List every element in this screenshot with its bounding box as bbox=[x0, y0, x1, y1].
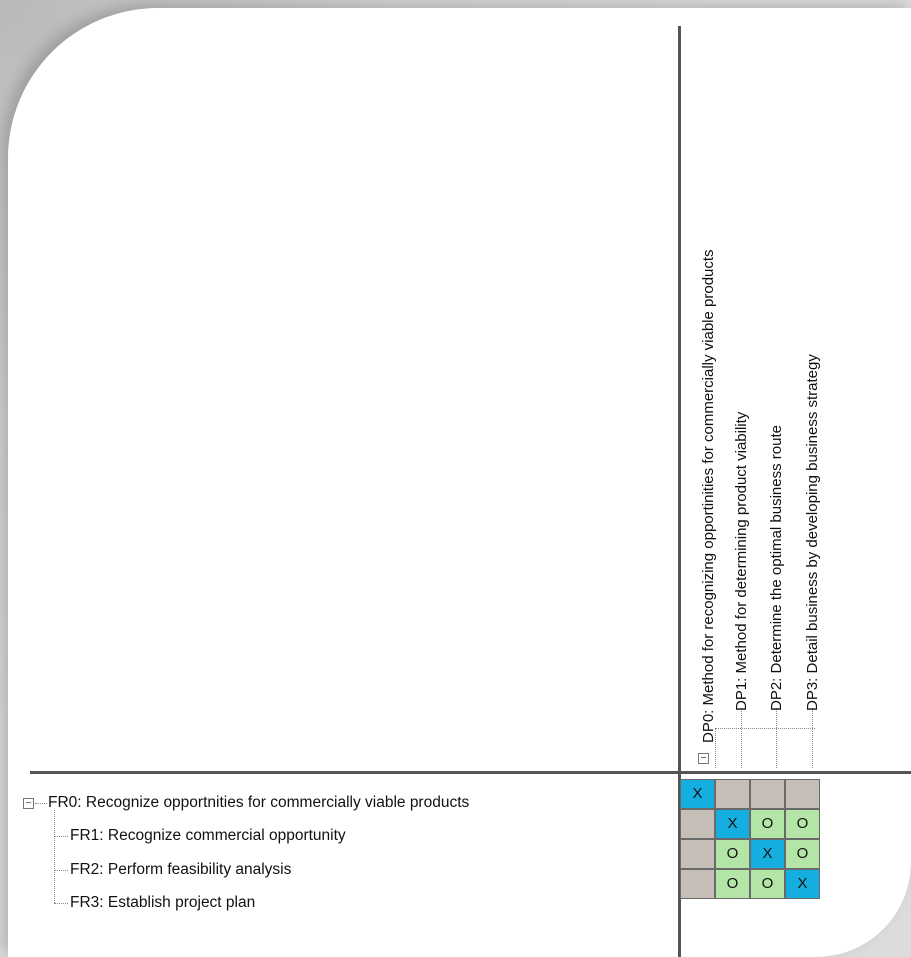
vertical-divider[interactable] bbox=[678, 26, 681, 957]
matrix-cell[interactable]: O bbox=[715, 839, 750, 869]
dp-tree-connector bbox=[741, 708, 742, 768]
dp-label-dp0[interactable]: DP0: Method for recognizing opportinitie… bbox=[700, 249, 717, 743]
matrix-cell[interactable]: X bbox=[785, 869, 820, 899]
matrix-cell[interactable] bbox=[785, 779, 820, 809]
dp-tree: − DP0: Method for recognizing opportinit… bbox=[685, 18, 911, 768]
dp-tree-connector bbox=[715, 728, 716, 768]
fr-tree-connector bbox=[54, 810, 55, 903]
fr-label-fr1[interactable]: FR1: Recognize commercial opportunity bbox=[70, 827, 346, 844]
fr-tree-connector bbox=[35, 803, 47, 804]
matrix-cell[interactable] bbox=[750, 779, 785, 809]
dp-label-dp1[interactable]: DP1: Method for determining product viab… bbox=[733, 411, 750, 711]
fr0-collapse-icon[interactable]: − bbox=[23, 798, 34, 809]
fr-tree-connector bbox=[54, 903, 68, 904]
matrix-cell[interactable] bbox=[680, 869, 715, 899]
matrix-cell[interactable]: X bbox=[750, 839, 785, 869]
matrix-cell[interactable]: O bbox=[750, 869, 785, 899]
matrix-cell[interactable] bbox=[715, 779, 750, 809]
fr-tree-connector bbox=[54, 836, 68, 837]
fr-label-fr2[interactable]: FR2: Perform feasibility analysis bbox=[70, 861, 292, 878]
dp-tree-connector bbox=[812, 708, 813, 768]
matrix-cell[interactable]: O bbox=[785, 839, 820, 869]
design-matrix-panel: − DP0: Method for recognizing opportinit… bbox=[8, 8, 911, 957]
dp-label-dp3[interactable]: DP3: Detail business by developing busin… bbox=[804, 354, 821, 711]
matrix-cell[interactable] bbox=[680, 839, 715, 869]
dp-tree-connector bbox=[776, 708, 777, 768]
matrix-cell[interactable]: X bbox=[715, 809, 750, 839]
dp0-collapse-icon[interactable]: − bbox=[698, 753, 709, 764]
fr-label-fr0[interactable]: FR0: Recognize opportnities for commerci… bbox=[48, 794, 470, 811]
horizontal-divider[interactable] bbox=[30, 771, 911, 774]
matrix-cell[interactable] bbox=[680, 809, 715, 839]
matrix-cell[interactable]: O bbox=[715, 869, 750, 899]
fr-tree-connector bbox=[54, 870, 68, 871]
fr-label-fr3[interactable]: FR3: Establish project plan bbox=[70, 894, 256, 911]
matrix-cell[interactable]: O bbox=[785, 809, 820, 839]
matrix-cell[interactable]: X bbox=[680, 779, 715, 809]
dp-label-dp2[interactable]: DP2: Determine the optimal business rout… bbox=[768, 425, 785, 711]
dp-tree-connector bbox=[715, 728, 815, 729]
matrix-cell[interactable]: O bbox=[750, 809, 785, 839]
